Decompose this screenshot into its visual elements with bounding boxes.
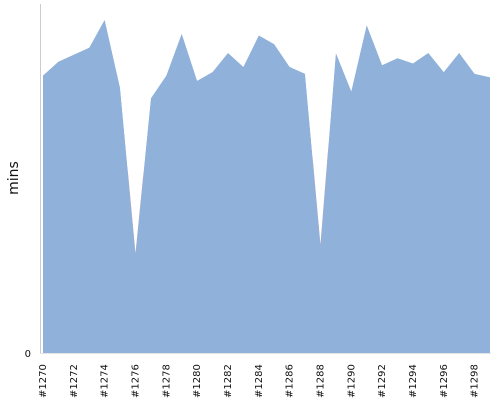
x-tick-label: #1298 — [470, 364, 481, 398]
x-tick-label: #1294 — [408, 364, 419, 398]
x-tick-label: #1292 — [377, 364, 388, 398]
x-tick-label: #1278 — [161, 364, 172, 398]
x-tick-label: #1272 — [69, 364, 80, 398]
x-tick-label: #1284 — [254, 364, 265, 398]
x-tick-label: #1288 — [315, 364, 326, 398]
y-tick-label-0: 0 — [25, 349, 31, 360]
area-top-mask — [42, 4, 491, 254]
x-tick-labels: #1270 #1272 #1274 #1276 #1278 #1280 #1282 #1284… — [38, 364, 481, 398]
x-tick-label: #1290 — [346, 364, 357, 398]
x-tick-label: #1274 — [100, 364, 111, 398]
area-layer — [42, 4, 491, 354]
x-tick-label: #1280 — [192, 364, 203, 398]
x-tick-label: #1270 — [38, 364, 49, 398]
duration-area — [43, 19, 490, 354]
x-tick-label: #1296 — [439, 364, 450, 398]
x-tick-label: #1286 — [285, 364, 296, 398]
x-tick-label: #1282 — [223, 364, 234, 398]
y-axis-label: mins — [6, 161, 22, 195]
x-tick-label: #1276 — [130, 364, 141, 398]
